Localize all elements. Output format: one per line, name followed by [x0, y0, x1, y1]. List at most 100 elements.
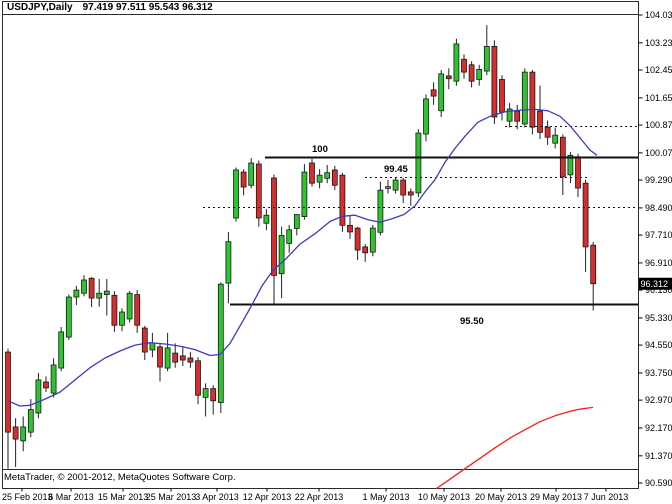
- candle-body-bull: [552, 134, 559, 144]
- candle: [111, 291, 118, 332]
- price-tick-label: 90.590: [645, 478, 672, 488]
- candle-body-bear: [172, 352, 179, 363]
- candle-body-bear: [187, 357, 194, 363]
- price-axis[interactable]: 104.030 103.230 102.450 101.650 100.870 100.0…: [638, 10, 672, 488]
- candle: [65, 294, 72, 340]
- candle-body-bear: [12, 426, 19, 440]
- level-label: 99.45: [384, 164, 408, 175]
- candle: [225, 231, 232, 304]
- copyright-label: MetaTrader, © 2001-2012, MetaQuotes Soft…: [4, 472, 236, 483]
- moving-average-fast-line: [7, 108, 598, 407]
- candle-body-bear: [582, 182, 589, 248]
- candle-body-bear: [271, 177, 277, 276]
- candle-body-bear: [309, 162, 315, 184]
- candle-body-bear: [445, 75, 452, 80]
- price-tick-label: 96.910: [645, 258, 672, 268]
- candle: [590, 241, 597, 311]
- candle-body-bull: [521, 71, 528, 125]
- candle-body-bull: [286, 229, 293, 244]
- candle: [96, 278, 103, 307]
- candle: [506, 103, 513, 128]
- candle-body-bull: [126, 292, 133, 320]
- candle-body-bear: [407, 191, 414, 196]
- candle-body-bull: [263, 214, 270, 224]
- candle-body-bull: [278, 235, 285, 275]
- candle-body-bear: [461, 58, 467, 73]
- price-tick-label: 104.030: [645, 10, 672, 20]
- candle: [544, 120, 551, 145]
- candle-body-bear: [339, 174, 346, 226]
- candle-body-bear: [111, 294, 118, 326]
- candle: [529, 70, 536, 135]
- level-label: 95.50: [460, 316, 484, 327]
- candle-body-bull: [453, 43, 460, 82]
- date-tick-label: 15 Mar 2013: [98, 492, 149, 502]
- candle: [271, 174, 277, 305]
- candle-body-bull: [377, 189, 384, 233]
- candle-body-bear: [157, 346, 163, 368]
- candle-body-bear: [210, 388, 217, 402]
- price-tick-label: 103.230: [645, 38, 672, 48]
- candle: [50, 358, 57, 398]
- candle: [255, 160, 262, 227]
- candle-body-bull: [483, 45, 490, 72]
- price-tick-label: 102.450: [645, 65, 672, 75]
- candle: [195, 357, 201, 405]
- candle: [119, 308, 125, 332]
- candle: [43, 376, 49, 393]
- candle: [73, 285, 80, 306]
- candle-body-bear: [491, 45, 498, 118]
- plot-border: [2, 1, 639, 489]
- price-tick-label: 100.870: [645, 120, 672, 130]
- candle: [537, 85, 543, 139]
- price-tick-label: 92.970: [645, 395, 672, 405]
- candle: [5, 348, 11, 469]
- candle-body-bear: [537, 110, 543, 133]
- candle-body-bull: [567, 154, 574, 176]
- levels-group: 100 95.50 99.45: [203, 126, 638, 327]
- candle-body-bear: [354, 227, 361, 251]
- candle: [423, 94, 429, 142]
- candle: [392, 177, 399, 194]
- candle: [339, 172, 346, 232]
- moving-average-slow-line: [435, 406, 594, 490]
- candle-body-bull: [103, 290, 110, 295]
- candle-body-bear: [179, 355, 186, 361]
- candle: [263, 209, 270, 231]
- candle-body-bear: [331, 169, 338, 186]
- candle-body-bull: [248, 162, 255, 186]
- candle-body-bear: [499, 79, 505, 113]
- candle-body-bear: [347, 224, 353, 233]
- date-tick-label: 12 Apr 2013: [243, 492, 292, 502]
- candle: [35, 372, 42, 419]
- candle: [126, 291, 133, 323]
- candle-body-bull: [20, 426, 27, 442]
- candle: [438, 70, 445, 118]
- candle-body-bull: [35, 379, 42, 414]
- price-tick-label: 100.070: [645, 148, 672, 158]
- candle: [347, 216, 353, 239]
- candle-body-bull: [73, 289, 80, 298]
- candle-body-bull: [65, 296, 72, 338]
- candle-body-bear: [514, 110, 521, 122]
- date-tick-label: 29 May 2013: [530, 492, 582, 502]
- candle: [415, 129, 422, 198]
- candle-body-bear: [88, 277, 95, 299]
- candle-body-bear: [468, 64, 475, 82]
- price-tick-label: 95.330: [645, 313, 672, 323]
- candle: [301, 164, 308, 220]
- candle-body-bull: [164, 347, 171, 369]
- candle-body-bear: [240, 171, 247, 188]
- candle-body-bull: [233, 169, 239, 219]
- candle-body-bull: [423, 98, 429, 135]
- candle: [248, 158, 255, 189]
- candle: [179, 346, 186, 366]
- price-tick-label: 99.290: [645, 175, 672, 185]
- candle-body-bull: [202, 388, 209, 398]
- current-price-value: 96.312: [640, 279, 668, 289]
- candle-body-bear: [5, 351, 11, 433]
- candle: [514, 104, 521, 130]
